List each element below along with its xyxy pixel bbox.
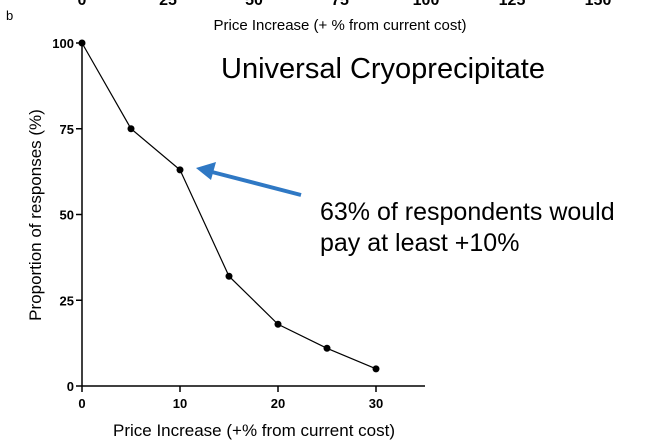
chart-title: Universal Cryoprecipitate xyxy=(221,53,545,85)
top-x-tick-label: 50 xyxy=(245,0,263,9)
top-x-tick-label: 25 xyxy=(159,0,177,9)
x-tick-label: 0 xyxy=(78,396,85,411)
panel-label: b xyxy=(6,8,13,23)
y-tick-label: 75 xyxy=(60,122,74,137)
x-tick-label: 20 xyxy=(271,396,285,411)
data-point xyxy=(372,365,380,373)
data-point xyxy=(274,320,282,328)
top-x-tick-label: 150 xyxy=(585,0,612,9)
data-point xyxy=(176,166,184,174)
data-point xyxy=(127,125,135,133)
top-x-tick-label: 75 xyxy=(331,0,349,9)
y-axis-label: Proportion of responses (%) xyxy=(26,109,45,321)
top-x-tick-label: 0 xyxy=(78,0,87,9)
x-axis-label: Price Increase (+% from current cost) xyxy=(113,421,395,440)
y-tick-label: 25 xyxy=(60,293,74,308)
annotation-text: 63% of respondents would xyxy=(320,198,615,226)
data-point xyxy=(78,39,86,47)
x-tick-label: 30 xyxy=(369,396,383,411)
annotation-arrow-head xyxy=(196,162,216,180)
top-x-tick-label: 125 xyxy=(499,0,526,9)
annotation-arrow-shaft xyxy=(211,170,302,197)
top-x-tick-label: 100 xyxy=(413,0,440,9)
y-tick-label: 100 xyxy=(52,36,74,51)
y-tick-label: 0 xyxy=(67,379,74,394)
x-tick-label: 10 xyxy=(173,396,187,411)
data-point xyxy=(323,344,331,352)
top-x-axis-label: Price Increase (+ % from current cost) xyxy=(214,17,467,34)
annotation-text: pay at least +10% xyxy=(320,229,519,257)
y-tick-label: 50 xyxy=(60,208,74,223)
data-point xyxy=(225,272,233,280)
